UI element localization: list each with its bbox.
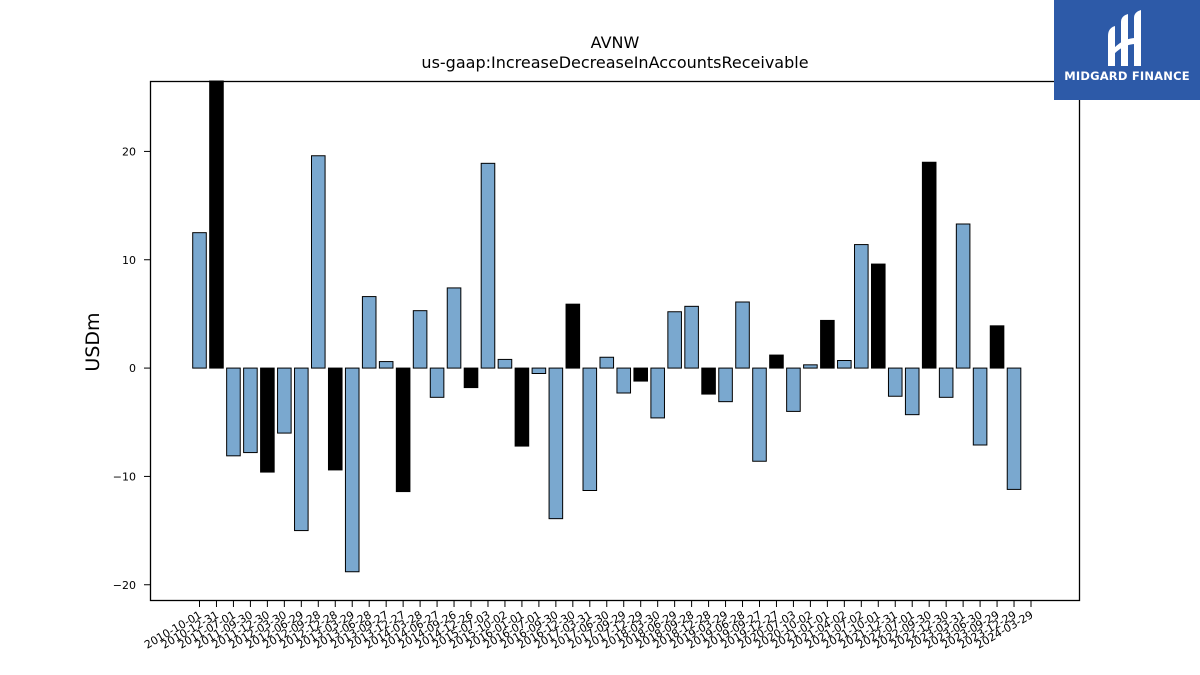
y-tick-label: 10: [122, 254, 136, 267]
x-axis-ticks: 2010-10-012010-12-312011-07-012011-09-30…: [142, 601, 1036, 652]
y-tick-label: −20: [113, 579, 136, 592]
bar-2020-07-03: [786, 367, 801, 412]
bar-2018-09-28: [684, 305, 699, 369]
y-axis-ticks: −20 −10 0 10 20: [113, 145, 150, 592]
y-axis-label: USDm: [82, 312, 104, 371]
bar-2023-09-29: [989, 325, 1005, 369]
bar-2016-01-01: [514, 367, 530, 447]
plot-frame: [149, 80, 1081, 602]
bar-2022-12-30: [938, 367, 954, 398]
bar-2016-12-30: [565, 303, 581, 369]
bar-2014-12-26: [463, 367, 479, 389]
bar-2018-12-28: [701, 367, 716, 395]
bar-2014-09-26: [446, 287, 462, 369]
bar-2013-06-28: [361, 296, 377, 369]
bar-2012-03-30: [277, 367, 292, 434]
bar-2011-12-30: [260, 367, 275, 473]
bar-2020-10-02: [803, 364, 818, 369]
bar-2019-09-27: [752, 367, 767, 462]
bar-2021-12-31: [887, 367, 903, 397]
bar-2018-03-30: [650, 367, 665, 419]
bar-2017-09-29: [616, 367, 632, 394]
bar-2021-10-01: [870, 263, 886, 369]
bar-2016-07-01: [531, 367, 547, 374]
bar-2014-03-28: [412, 310, 428, 369]
bar-2015-10-02: [497, 358, 513, 369]
bar-2022-09-30: [921, 161, 937, 369]
bar-2021-07-02: [854, 244, 869, 369]
bar-2012-09-28: [311, 155, 326, 369]
bar-2017-03-31: [582, 367, 598, 491]
logo-mark-icon: [1108, 10, 1141, 66]
bar-2023-03-31: [955, 223, 971, 369]
bar-2012-06-29: [294, 367, 309, 532]
bar-2012-12-28: [327, 367, 343, 471]
bar-2013-12-27: [395, 367, 411, 493]
bar-2013-09-27: [378, 361, 394, 369]
bar-2023-12-29: [1006, 367, 1022, 490]
y-tick-label: 0: [129, 362, 136, 375]
bars-group: [192, 80, 1022, 573]
chart-subtitle: us-gaap:IncreaseDecreaseInAccountsReceiv…: [421, 53, 808, 72]
bar-2011-07-01: [226, 367, 241, 457]
bar-2023-06-30: [972, 367, 988, 446]
bar-2017-06-30: [599, 356, 615, 369]
bar-2019-03-29: [718, 367, 733, 403]
bar-2010-12-31: [209, 80, 224, 369]
logo-text: MIDGARD FINANCE: [1064, 69, 1190, 83]
bar-2011-09-30: [243, 367, 258, 454]
bar-2021-01-01: [820, 319, 835, 369]
bar-2014-06-27: [429, 367, 445, 398]
bar-2015-07-03: [480, 162, 496, 369]
bar-2010-10-01: [192, 232, 207, 369]
chart-title: AVNW: [591, 33, 640, 52]
bar-2019-06-28: [735, 301, 750, 369]
bar-2018-06-29: [667, 311, 682, 369]
y-tick-label: −10: [113, 470, 136, 483]
bar-2016-09-30: [548, 367, 564, 520]
bar-2013-03-29: [344, 367, 360, 573]
midgard-finance-logo: MIDGARD FINANCE: [1054, 0, 1200, 100]
bar-2019-12-27: [769, 354, 784, 369]
bar-2017-12-29: [633, 367, 648, 382]
bar-2021-04-02: [837, 360, 852, 369]
y-tick-label: 20: [122, 145, 136, 158]
bar-2022-07-01: [904, 367, 920, 416]
